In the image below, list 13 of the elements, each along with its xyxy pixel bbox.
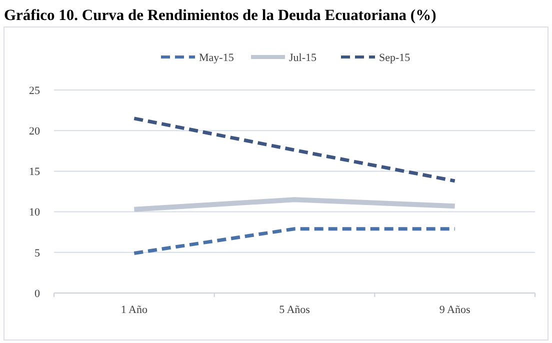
y-tick-label: 0 [34, 288, 40, 300]
y-tick-label: 5 [34, 247, 40, 260]
y-tick-label: 10 [29, 206, 40, 219]
chart-title: Gráfico 10. Curva de Rendimientos de la Deuda Ecuatoriana (%) [4, 7, 436, 24]
x-tick-label: 1 Año [120, 304, 148, 316]
legend-label: Jul-15 [289, 52, 317, 64]
y-tick-label: 15 [29, 166, 40, 178]
legend-label: Sep-15 [379, 52, 411, 64]
y-tick-label: 20 [29, 125, 40, 138]
y-tick-label: 25 [29, 84, 40, 97]
x-tick-label: 9 Años [439, 304, 470, 316]
legend-label: May-15 [199, 52, 234, 64]
x-tick-label: 5 Años [279, 304, 310, 316]
